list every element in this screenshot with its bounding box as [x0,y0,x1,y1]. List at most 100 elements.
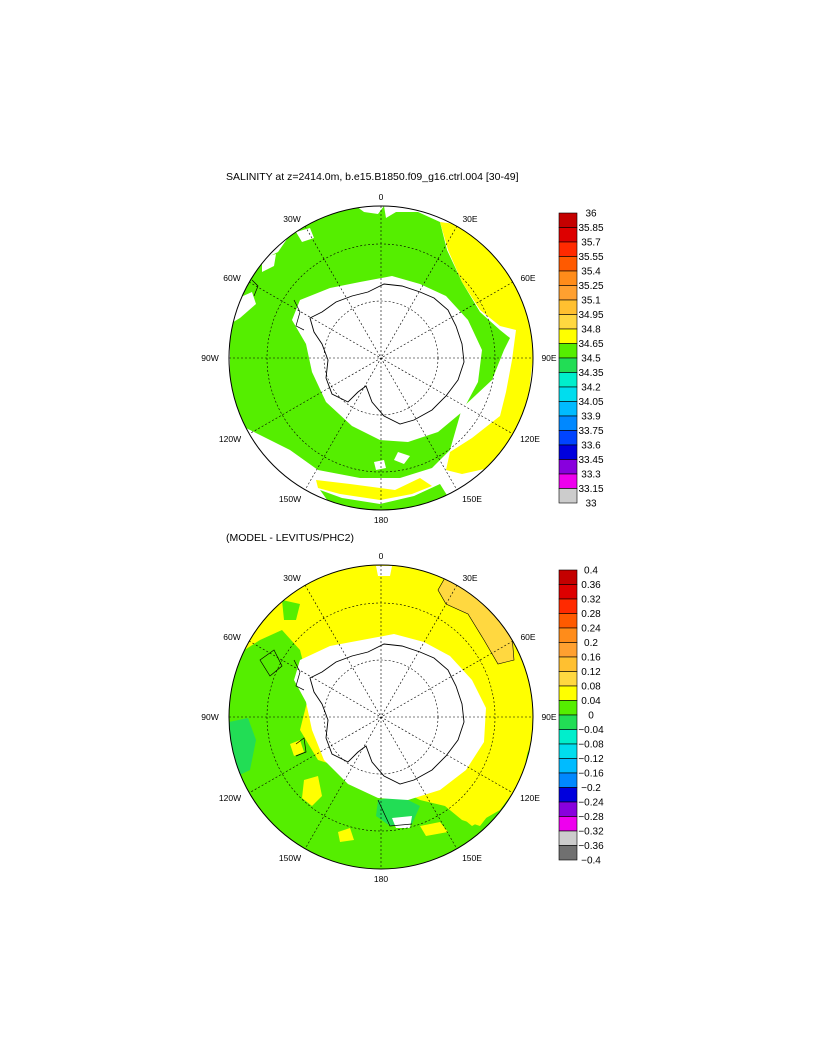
colorbar-swatch [558,743,578,759]
colorbar-label: 0.24 [581,624,601,635]
colorbar-swatch [558,343,578,359]
colorbar-swatch [558,314,578,330]
colorbar-label: 34.5 [581,354,601,365]
colorbar-label: 34.95 [578,310,603,321]
panel-2-title: (MODEL - LEVITUS/PHC2) [226,532,354,544]
colorbar-swatch [558,328,578,344]
lon-label-120e: 120E [520,434,540,444]
lon-label-30w: 30W [283,214,300,224]
lon-label-120w: 120W [219,793,241,803]
colorbar-swatch [558,386,578,402]
colorbar-label: 35.25 [578,281,603,292]
colorbar-label: 33 [585,499,597,510]
colorbar-label: −0.08 [578,740,604,751]
lon-label-120e: 120E [520,793,540,803]
colorbar-label: 33.9 [581,412,601,423]
lon-label-180: 180 [374,874,388,884]
colorbar-label: 34.2 [581,383,601,394]
colorbar-swatch [558,671,578,687]
colorbar-label: 35.4 [581,267,601,278]
lon-label-30e: 30E [462,214,477,224]
colorbar-swatch [558,772,578,788]
lon-label-60w: 60W [223,273,240,283]
colorbar-swatch [558,430,578,446]
lon-label-150w: 150W [279,494,301,504]
colorbar-swatch [558,357,578,373]
colorbar-label: 0.28 [581,609,601,620]
colorbar-label: −0.04 [578,725,604,736]
lon-label-150e: 150E [462,853,482,863]
colorbar-swatch [558,459,578,475]
colorbar-label: 34.65 [578,339,603,350]
colorbar-swatch [558,729,578,745]
lon-label-0: 0 [379,192,384,202]
colorbar-swatch [558,830,578,846]
difference-map: 0 30E 60E 90E 120E 150E 180 150W 120W 90… [201,551,557,884]
colorbar-label: 0.36 [581,580,601,591]
panel-1-title: SALINITY at z=2414.0m, b.e15.B1850.f09_g… [226,171,519,183]
lon-label-120w: 120W [219,434,241,444]
colorbar-label: −0.4 [581,856,601,867]
colorbar-swatch [558,816,578,832]
colorbar-label: 33.6 [581,441,601,452]
colorbar-swatch [558,627,578,643]
lon-label-60w: 60W [223,632,240,642]
colorbar-label: 35.7 [581,238,601,249]
lon-label-90w: 90W [201,353,218,363]
lon-label-90e: 90E [541,353,556,363]
colorbar-swatch [558,801,578,817]
colorbar-label: 0.16 [581,653,601,664]
lon-label-0: 0 [379,551,384,561]
colorbar-swatch [558,372,578,388]
colorbar-swatch [558,227,578,243]
colorbar-label: 0.32 [581,595,601,606]
colorbar-label: 35.55 [578,252,603,263]
colorbar-swatch [558,845,578,861]
colorbar-label: −0.12 [578,754,604,765]
colorbar-swatch [558,714,578,730]
colorbar-swatch [558,401,578,417]
colorbar-swatch [558,256,578,272]
lon-label-60e: 60E [520,273,535,283]
colorbar-swatch [558,700,578,716]
colorbar-swatch [558,299,578,315]
colorbar-label: 0.08 [581,682,601,693]
salinity-colorbar: 36 35.85 35.7 35.55 35.4 35.25 35.1 34.95 34.8 34… [558,209,604,510]
colorbar-swatch [558,285,578,301]
lon-label-60e: 60E [520,632,535,642]
colorbar-label: 35.1 [581,296,601,307]
salinity-ice-margin [292,276,482,442]
colorbar-swatch [558,212,578,228]
difference-colorbar: 0.4 0.36 0.32 0.28 0.24 0.2 0.16 0.12 0.08 0.04 0 −… [558,566,604,867]
salinity-antarctica-coast [309,283,465,425]
colorbar-swatch [558,642,578,658]
colorbar-label: 0 [588,711,594,722]
colorbar-label: 33.15 [578,484,603,495]
difference-antarctica-coast [309,643,465,785]
colorbar-label: −0.36 [578,841,604,852]
lon-label-150e: 150E [462,494,482,504]
colorbar-label: 33.75 [578,426,603,437]
colorbar-swatch [558,787,578,803]
colorbar-label: 0.4 [584,566,598,577]
lon-label-30e: 30E [462,573,477,583]
colorbar-label: 0.2 [584,638,598,649]
lon-label-90w: 90W [201,712,218,722]
salinity-map: 0 30E 60E 90E 120E 150E 180 150W 120W 90… [201,192,557,525]
colorbar-label: −0.28 [578,812,604,823]
lon-label-30w: 30W [283,573,300,583]
colorbar-label: −0.24 [578,798,604,809]
colorbar-swatch [558,584,578,600]
colorbar-swatch [558,270,578,286]
lon-label-150w: 150W [279,853,301,863]
colorbar-swatch [558,613,578,629]
colorbar-swatch [558,241,578,257]
colorbar-label: 34.8 [581,325,601,336]
colorbar-label: 34.05 [578,397,603,408]
colorbar-label: 0.12 [581,667,601,678]
colorbar-label: 35.85 [578,223,603,234]
colorbar-label: 34.35 [578,368,603,379]
colorbar-label: 33.3 [581,470,601,481]
colorbar-swatch [558,685,578,701]
